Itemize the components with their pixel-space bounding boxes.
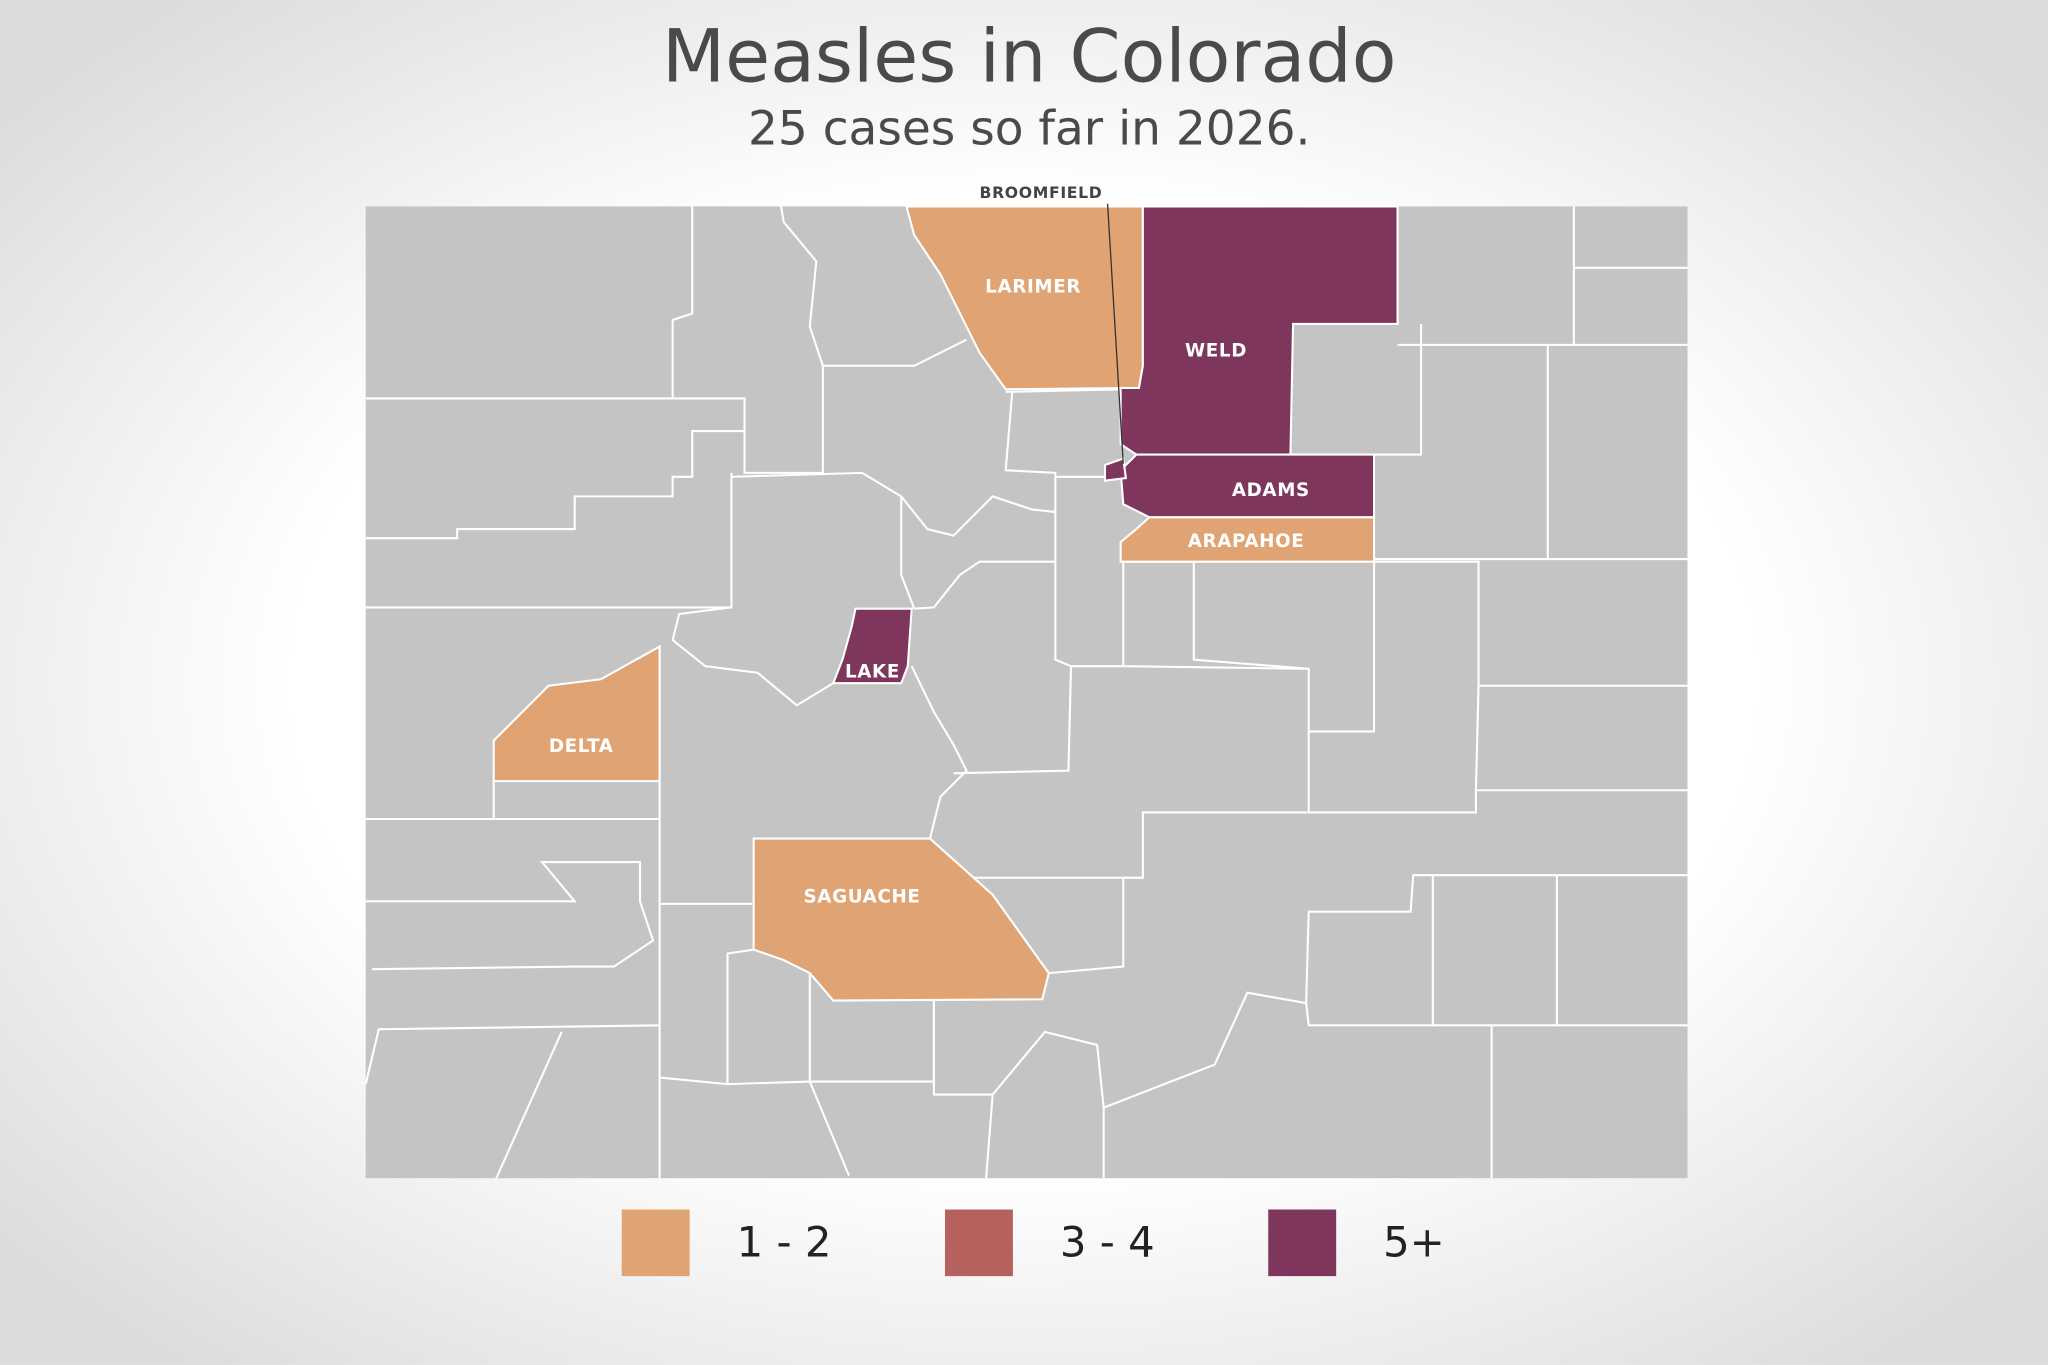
county-label: ADAMS bbox=[1232, 480, 1310, 501]
county-label: WELD bbox=[1185, 340, 1247, 361]
legend-label: 3 - 4 bbox=[1060, 1217, 1155, 1266]
county-label: ARAPAHOE bbox=[1188, 531, 1305, 552]
legend-swatch bbox=[944, 1209, 1013, 1277]
county-shape bbox=[831, 607, 913, 685]
county-label: LARIMER bbox=[985, 276, 1081, 297]
county-shape bbox=[752, 837, 1050, 1002]
county-shape bbox=[1119, 516, 1376, 563]
county-shape bbox=[492, 644, 661, 783]
county-borders bbox=[364, 206, 1688, 1179]
subtitle: 25 cases so far in 2026. bbox=[748, 101, 1311, 156]
legend-label: 5+ bbox=[1383, 1217, 1445, 1266]
county-shape bbox=[1103, 457, 1128, 482]
county-label: LAKE bbox=[845, 662, 900, 683]
legend-label: 1 - 2 bbox=[737, 1217, 832, 1266]
county-label: DELTA bbox=[549, 736, 614, 757]
leader-line bbox=[1106, 203, 1124, 464]
legend: 1 - 2 3 - 4 5+ bbox=[621, 1209, 1445, 1277]
title: Measles in Colorado bbox=[662, 14, 1396, 99]
county-label: SAGUACHE bbox=[803, 886, 920, 907]
legend-swatch bbox=[621, 1209, 690, 1277]
legend-swatch bbox=[1268, 1209, 1337, 1277]
county-label: BROOMFIELD bbox=[980, 183, 1103, 202]
